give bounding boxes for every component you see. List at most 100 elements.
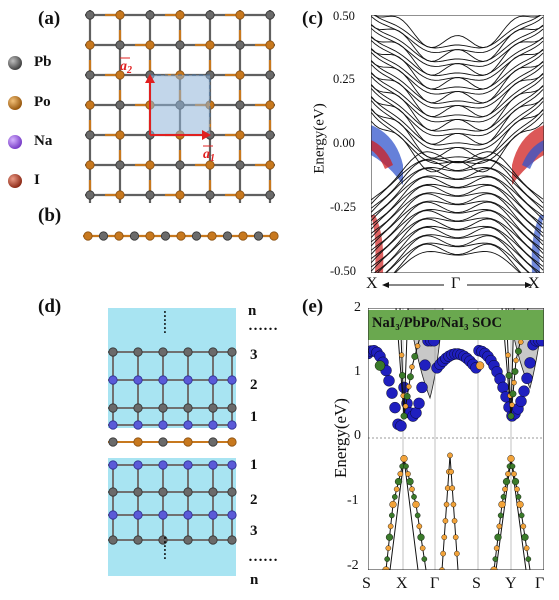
pb-atom	[227, 535, 237, 545]
orange-projection-dot	[449, 485, 456, 491]
po-atom	[175, 10, 185, 20]
na-atom	[227, 375, 237, 385]
pb-atom	[98, 231, 109, 241]
layer-index-top-3: 3	[250, 347, 258, 363]
pb-atom	[115, 160, 125, 170]
na-atom	[133, 510, 143, 520]
pb-atom	[158, 437, 168, 447]
pb-atom	[208, 403, 218, 413]
na-atom	[133, 375, 143, 385]
valence-band-line	[371, 184, 544, 234]
po-atom	[269, 231, 279, 241]
legend-label: Pb	[34, 54, 52, 70]
panel-e-xtick: X	[396, 575, 408, 592]
pb-atom	[85, 130, 95, 140]
valence-band-line	[371, 192, 544, 239]
orange-projection-dot	[509, 402, 515, 408]
po-atom	[235, 190, 245, 200]
po-atom	[145, 231, 155, 241]
top-dots: ……	[161, 310, 175, 334]
green-projection-dot	[411, 353, 419, 360]
orange-projection-dot	[454, 550, 460, 557]
panel-c-ytick: 0.25	[333, 72, 355, 86]
valence-band-line	[371, 183, 544, 230]
green-projection-dot	[403, 463, 409, 470]
pb-atom	[85, 70, 95, 80]
pb-atom	[183, 487, 193, 497]
orange-projection-dot	[412, 500, 420, 509]
panel-c-ytick: 0.50	[333, 9, 355, 23]
po-atom	[85, 100, 95, 110]
panel-e-ylabel: Energy(eV)	[331, 398, 350, 478]
projected-band-plot	[368, 308, 544, 570]
orange-projection-dot	[393, 486, 400, 493]
po-atom	[85, 40, 95, 50]
legend-label: Po	[34, 94, 51, 110]
green-projection-dot	[509, 463, 516, 470]
conduction-band-line	[371, 120, 544, 173]
pb-atom	[85, 10, 95, 20]
po-atom	[176, 231, 186, 241]
po-atom	[207, 231, 217, 241]
valence-band-line	[371, 167, 544, 213]
po-atom	[114, 231, 124, 241]
valence-band-line	[371, 176, 544, 226]
blue-projection-dot	[383, 375, 395, 387]
pb-atom	[208, 347, 218, 357]
orange-projection-dot	[507, 455, 515, 463]
orange-projection-dot	[402, 403, 409, 409]
orange-projection-dot	[450, 501, 457, 508]
panel-e-title: NaI₃/PbPo/NaI₃ SOC	[372, 315, 502, 331]
na-atom	[227, 510, 237, 520]
pb-atom	[115, 40, 125, 50]
layer-index-top-dots: ……	[248, 318, 278, 334]
green-projection-dot	[385, 533, 394, 541]
orange-projection-dot	[493, 545, 500, 551]
orange-projection-dot	[405, 471, 411, 477]
orange-projection-dot	[516, 500, 524, 509]
po-atom	[115, 10, 125, 20]
na-atom	[158, 375, 168, 385]
pb-atom	[133, 347, 143, 357]
unit-cell	[149, 74, 211, 136]
vector-a2-head	[145, 74, 155, 83]
conduction-band-line	[371, 47, 544, 90]
lattice-top-view: a1 a2	[85, 10, 275, 203]
orange-projection-dot	[496, 523, 503, 530]
valence-band-line	[371, 158, 544, 205]
valence-band-line	[371, 218, 544, 268]
layer-index-bottom-n: n	[250, 572, 259, 588]
orange-projection-dot	[475, 361, 485, 370]
pb-atom	[145, 10, 155, 20]
orange-projection-dot	[520, 523, 527, 530]
green-projection-dot	[406, 477, 414, 486]
orange-projection-dot	[397, 471, 404, 477]
orange-projection-dot	[389, 500, 397, 509]
pb-atom	[158, 487, 168, 497]
panel-e-ytick: -2	[347, 558, 359, 573]
orange-projection-dot	[447, 452, 453, 459]
pb-atom	[265, 10, 275, 20]
edge-state-blue-right	[522, 140, 544, 169]
po-atom	[115, 70, 125, 80]
po-atom	[145, 40, 155, 50]
orange-projection-dot	[382, 566, 390, 570]
valence-band-line	[371, 217, 544, 264]
na-atom	[208, 375, 218, 385]
lattice-side-view	[83, 231, 279, 241]
valence-band-line	[384, 235, 531, 273]
legend-label: I	[34, 172, 40, 188]
orange-projection-dot	[414, 343, 421, 349]
panel-e-ytick: 1	[354, 364, 361, 379]
green-projection-dot	[389, 512, 395, 519]
blue-projection-dot	[419, 359, 431, 371]
pb-atom	[191, 231, 202, 241]
na-atom	[158, 460, 168, 470]
panel-label-e: (e)	[302, 296, 324, 317]
conduction-band-line	[371, 108, 544, 159]
valence-band-line	[371, 200, 544, 247]
green-projection-dot	[384, 556, 390, 562]
panel-e-xtick: Γ	[430, 575, 440, 592]
orange-projection-dot	[502, 486, 508, 493]
pb-atom	[160, 231, 171, 241]
